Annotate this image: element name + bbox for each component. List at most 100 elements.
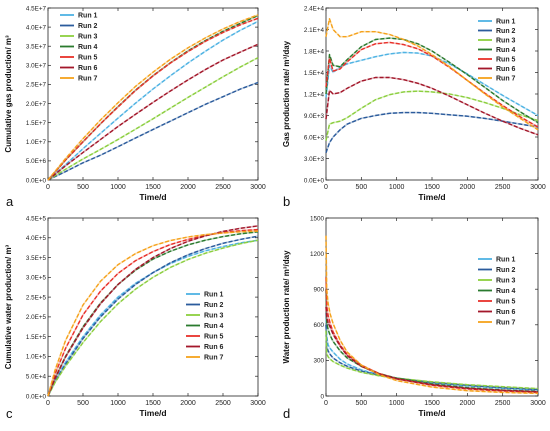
y-tick-label: 1500 xyxy=(310,215,325,222)
legend-label-run-4: Run 4 xyxy=(496,288,516,295)
x-tick-label: 3000 xyxy=(250,400,266,407)
legend-label-run-3: Run 3 xyxy=(496,278,516,285)
legend-label-run-7: Run 7 xyxy=(78,76,98,83)
x-axis-label: Time/d xyxy=(418,408,445,418)
y-tick-label: 0 xyxy=(320,393,324,400)
legend: Run 1 Run 2 Run 3 Run 4 Run 5 Run 6 Run 7 xyxy=(478,19,516,83)
y-tick-label: 3.0E+7 xyxy=(26,63,47,70)
x-axis-label: Time/d xyxy=(139,408,166,418)
panel-letter: c xyxy=(6,406,13,421)
legend-label-run-5: Run 5 xyxy=(496,57,516,64)
y-tick-label: 900 xyxy=(313,287,324,294)
series-line-run-4 xyxy=(325,37,539,124)
series-line-run-6 xyxy=(325,76,539,136)
y-tick-label: 3.0E+3 xyxy=(304,156,325,163)
y-tick-label: 2.0E+7 xyxy=(26,101,47,108)
panel-letter: a xyxy=(6,194,14,209)
y-axis-label: Gas production rate/ m³/day xyxy=(282,40,291,147)
series-line-run-1 xyxy=(325,51,539,117)
panel-letter: b xyxy=(283,194,290,209)
x-tick-label: 0 xyxy=(324,400,328,407)
y-tick-label: 2.5E+7 xyxy=(26,82,47,89)
series-line-run-7 xyxy=(47,14,259,181)
legend-label-run-4: Run 4 xyxy=(78,44,98,51)
chart-panel-a: 0 500 1000 1500 2000 2500 3000 0.0E+0 5.0E+6 1.0E… xyxy=(4,5,266,209)
series-line-run-7-solid xyxy=(47,230,259,397)
y-tick-label: 1.0E+7 xyxy=(26,139,47,146)
x-tick-label: 1000 xyxy=(110,400,126,407)
series-line-run-1 xyxy=(325,312,539,391)
series-line-run-6-solid xyxy=(325,76,539,136)
y-axis-label: Water production rate/ m³/day xyxy=(282,250,291,364)
series-line-run-7 xyxy=(325,235,539,395)
legend-label-run-7: Run 7 xyxy=(204,355,224,362)
legend-label-run-1: Run 1 xyxy=(496,19,516,26)
x-tick-label: 3000 xyxy=(250,184,266,191)
y-tick-label: 3.0E+5 xyxy=(26,275,47,282)
legend-label-run-2: Run 2 xyxy=(496,28,516,35)
x-tick-label: 3000 xyxy=(530,184,546,191)
series-line-run-1 xyxy=(47,239,259,397)
legend-label-run-2: Run 2 xyxy=(78,23,98,30)
chart-panel-b: 0 500 1000 1500 2000 2500 3000 0.0E+0 3.0E+3 6.0E… xyxy=(282,5,546,209)
x-tick-label: 0 xyxy=(324,184,328,191)
legend-label-run-4: Run 4 xyxy=(496,47,516,54)
x-tick-label: 1500 xyxy=(424,400,440,407)
legend-label-run-2: Run 2 xyxy=(496,267,516,274)
y-tick-label: 2.1E+4 xyxy=(304,27,325,34)
series-line-run-3-solid xyxy=(325,330,539,390)
series-line-run-2 xyxy=(47,235,259,397)
legend-label-run-1: Run 1 xyxy=(496,257,516,264)
legend-label-run-3: Run 3 xyxy=(204,313,224,320)
y-axis-label: Cumulative water production/ m³ xyxy=(4,244,13,369)
x-tick-label: 1000 xyxy=(389,184,405,191)
x-tick-label: 2500 xyxy=(495,400,511,407)
legend-label-run-2: Run 2 xyxy=(204,302,224,309)
x-tick-label: 1000 xyxy=(389,400,405,407)
legend: Run 1 Run 2 Run 3 Run 4 Run 5 Run 6 Run 7 xyxy=(478,257,516,327)
legend-label-run-7: Run 7 xyxy=(496,320,516,327)
series-line-run-3 xyxy=(325,330,539,390)
legend-label-run-1: Run 1 xyxy=(78,13,98,20)
series-line-run-6 xyxy=(325,306,539,393)
series-line-run-1-solid xyxy=(47,239,259,397)
legend-label-run-1: Run 1 xyxy=(204,292,224,299)
legend: Run 1 Run 2 Run 3 Run 4 Run 5 Run 6 Run 7 xyxy=(186,292,224,362)
legend-label-run-6: Run 6 xyxy=(496,309,516,316)
legend-label-run-7: Run 7 xyxy=(496,76,516,83)
series-line-run-1 xyxy=(47,20,259,181)
x-axis-label: Time/d xyxy=(139,192,166,202)
y-tick-label: 1.0E+5 xyxy=(26,354,47,361)
series-line-run-3-solid xyxy=(47,239,259,397)
series-line-run-2-solid xyxy=(47,81,259,181)
legend-label-run-6: Run 6 xyxy=(496,66,516,73)
chart-panel-d: 0 500 1000 1500 2000 2500 3000 0 300 600 900 1200 15… xyxy=(282,215,546,421)
x-tick-label: 500 xyxy=(355,400,367,407)
y-tick-label: 0.0E+0 xyxy=(26,393,47,400)
series-line-run-2 xyxy=(325,324,539,391)
series-line-run-5 xyxy=(47,17,259,181)
y-axis-label: Cumulative gas production/ m³ xyxy=(4,35,13,153)
x-tick-label: 3000 xyxy=(530,400,546,407)
x-tick-label: 1500 xyxy=(424,184,440,191)
x-tick-label: 2500 xyxy=(215,400,231,407)
series-line-run-7 xyxy=(47,230,259,397)
x-tick-label: 2000 xyxy=(460,400,476,407)
x-tick-label: 2500 xyxy=(495,184,511,191)
y-tick-label: 1.5E+4 xyxy=(304,70,325,77)
y-tick-label: 4.0E+7 xyxy=(26,24,47,31)
x-tick-label: 2500 xyxy=(215,184,231,191)
y-tick-label: 4.5E+7 xyxy=(26,5,47,12)
y-tick-label: 1.8E+4 xyxy=(304,48,325,55)
legend-label-run-4: Run 4 xyxy=(204,323,224,330)
y-tick-label: 4.0E+5 xyxy=(26,235,47,242)
series-line-run-2 xyxy=(47,81,259,181)
series-line-run-2 xyxy=(325,111,539,154)
y-tick-label: 9.0E+3 xyxy=(304,113,325,120)
y-tick-label: 2.5E+5 xyxy=(26,294,47,301)
y-tick-label: 4.5E+5 xyxy=(26,215,47,222)
y-tick-label: 1.5E+7 xyxy=(26,120,47,127)
legend-label-run-5: Run 5 xyxy=(78,55,98,62)
